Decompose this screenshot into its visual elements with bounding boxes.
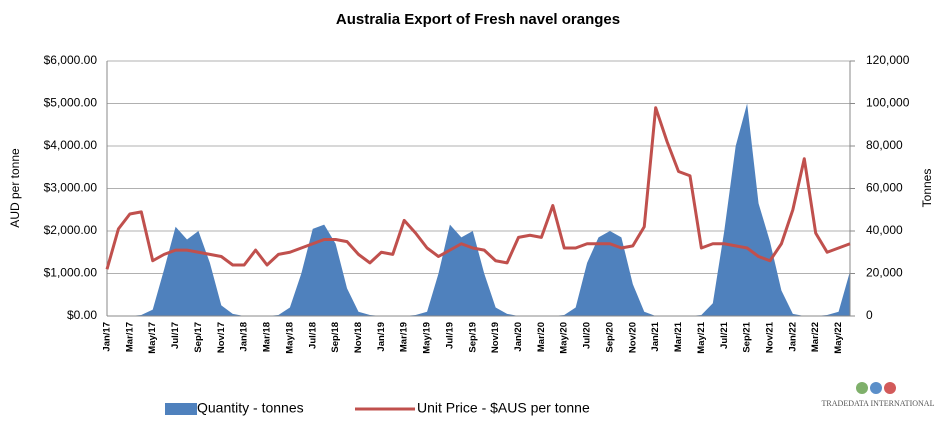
x-tick-label: Mar/17 xyxy=(124,322,135,352)
y2-axis-label: Tonnes xyxy=(920,169,934,208)
logo-dot xyxy=(856,382,868,394)
y-tick-label: $2,000.00 xyxy=(44,223,98,237)
x-tick-label: May/22 xyxy=(833,322,844,354)
y-tick-label: $1,000.00 xyxy=(44,266,98,280)
y-axis-label: AUD per tonne xyxy=(8,148,22,228)
x-tick-label: May/20 xyxy=(559,322,570,354)
y2-tick-label: 40,000 xyxy=(866,223,903,237)
y2-tick-label: 100,000 xyxy=(866,96,910,110)
area xyxy=(107,103,850,316)
x-tick-label: Jan/22 xyxy=(787,322,798,352)
x-tick-label: Jul/18 xyxy=(307,322,318,349)
chart-title: Australia Export of Fresh navel oranges xyxy=(336,11,620,28)
x-tick-label: Sep/20 xyxy=(604,322,615,353)
x-tick-label: Mar/22 xyxy=(810,322,821,352)
y2-tick-label: 80,000 xyxy=(866,138,903,152)
x-tick-label: May/17 xyxy=(147,322,158,354)
line xyxy=(105,106,851,270)
x-tick-label: Jan/21 xyxy=(650,321,661,351)
y-tick-label: $4,000.00 xyxy=(44,138,98,152)
x-tick-label: Jan/17 xyxy=(102,322,113,352)
y-tick-label: $6,000.00 xyxy=(44,53,98,67)
y-tick-label: $0.00 xyxy=(67,308,97,322)
y-tick-label: $5,000.00 xyxy=(44,96,98,110)
x-tick-label: Jan/20 xyxy=(513,322,524,352)
y2-tick-label: 120,000 xyxy=(866,53,910,67)
x-tick-label: Jul/21 xyxy=(719,321,730,349)
x-tick-label: Nov/17 xyxy=(216,322,227,353)
legend-label: Unit Price - $AUS per tonne xyxy=(417,400,590,416)
x-tick-label: May/21 xyxy=(696,321,707,353)
y2-tick-label: 60,000 xyxy=(866,181,903,195)
x-tick-label: Sep/17 xyxy=(193,322,204,353)
x-tick-label: May/18 xyxy=(284,322,295,354)
x-tick-label: Sep/18 xyxy=(330,322,341,353)
x-tick-label: Nov/18 xyxy=(353,322,364,353)
logo-dot xyxy=(870,382,882,394)
x-tick-label: Jan/18 xyxy=(239,322,250,352)
x-tick-label: Jul/20 xyxy=(582,322,593,349)
x-tick-label: Nov/20 xyxy=(627,322,638,353)
x-tick-label: Sep/21 xyxy=(742,321,753,352)
x-tick-label: Sep/19 xyxy=(467,322,478,353)
logo-dot xyxy=(884,382,896,394)
x-tick-label: Jul/19 xyxy=(444,322,455,349)
y2-tick-label: 0 xyxy=(866,308,873,322)
x-tick-label: Jan/19 xyxy=(376,322,387,352)
watermark: TRADEDATA INTERNATIONAL xyxy=(822,399,935,408)
legend-label: Quantity - tonnes xyxy=(197,400,304,416)
x-tick-label: Nov/21 xyxy=(765,321,776,353)
x-tick-label: Mar/20 xyxy=(536,322,547,352)
x-tick-label: May/19 xyxy=(422,322,433,354)
legend-swatch xyxy=(165,403,197,415)
x-tick-label: Mar/18 xyxy=(262,322,273,352)
y2-tick-label: 20,000 xyxy=(866,266,903,280)
x-tick-label: Mar/21 xyxy=(673,321,684,352)
y-tick-label: $3,000.00 xyxy=(44,181,98,195)
x-tick-label: Jul/17 xyxy=(170,322,181,349)
x-tick-label: Nov/19 xyxy=(490,322,501,353)
x-tick-label: Mar/19 xyxy=(399,322,410,352)
